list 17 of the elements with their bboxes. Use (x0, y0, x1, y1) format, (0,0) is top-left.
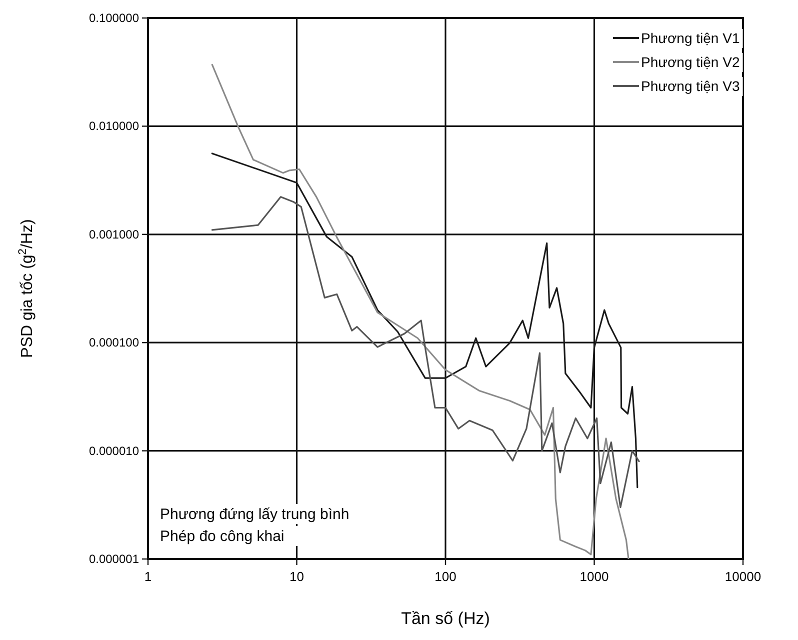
x-tick-label: 1000 (580, 569, 609, 584)
x-tick-label: 10 (290, 569, 304, 584)
y-tick-label: 0.001000 (88, 227, 140, 242)
y-tick-label: 0.100000 (88, 11, 140, 25)
x-tick-label: 100 (434, 569, 456, 584)
annotation: Phép đo công khai (160, 528, 284, 545)
x-axis-title: Tần số (Hz) (401, 609, 490, 628)
y-tick-label: 0.000100 (88, 336, 140, 350)
y-tick-label: 0.000001 (88, 552, 140, 566)
y-tick-label: 0.010000 (88, 119, 140, 134)
legend-label: Phương tiện V3 (641, 78, 740, 94)
y-tick-label: 0.000010 (88, 444, 140, 458)
x-tick-label: 1 (144, 569, 152, 584)
annotation: Phương đứng lấy trung bình (160, 506, 350, 523)
legend-label: Phương tiện V1 (641, 30, 740, 46)
x-tick-label: 10000 (724, 569, 762, 584)
legend-label: Phương tiện V2 (641, 54, 740, 70)
